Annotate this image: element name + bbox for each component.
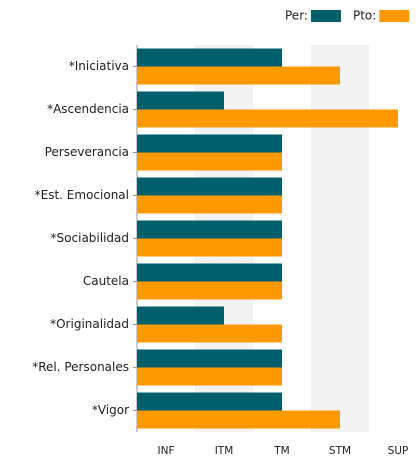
bar: [137, 263, 282, 282]
x-tick-label: ITM: [215, 445, 234, 457]
bar: [137, 48, 282, 67]
legend-label: Per:: [285, 9, 308, 23]
bar: [137, 220, 282, 239]
bar: [137, 410, 340, 429]
bar: [137, 324, 282, 343]
bar: [137, 195, 282, 214]
y-tick-label: *Vigor: [92, 403, 129, 417]
y-tick-label: *Rel. Personales: [32, 360, 129, 374]
y-tick-label: *Originalidad: [50, 317, 129, 331]
band: [311, 45, 369, 432]
y-tick-label: *Iniciativa: [69, 59, 129, 73]
legend-label: Pto:: [353, 9, 376, 23]
bar: [137, 152, 282, 171]
legend-swatch: [379, 10, 410, 22]
y-tick-label: *Est. Emocional: [35, 188, 129, 202]
y-tick-label: *Ascendencia: [47, 102, 129, 116]
y-tick-label: Perseverancia: [45, 145, 129, 159]
bar: [137, 349, 282, 368]
bar: [137, 66, 340, 85]
bar: [137, 238, 282, 257]
bar: [137, 91, 224, 110]
y-tick-label: *Sociabilidad: [51, 231, 129, 245]
bar: [137, 392, 282, 411]
bar: [137, 281, 282, 300]
x-tick-label: SUP: [388, 445, 409, 457]
bar: [137, 134, 282, 153]
y-tick-label: Cautela: [83, 274, 129, 288]
x-tick-label: STM: [329, 445, 351, 457]
x-tick-label: TM: [273, 445, 289, 457]
bar: [137, 306, 224, 325]
bar: [137, 367, 282, 386]
bar: [137, 177, 282, 196]
bar: [137, 109, 398, 128]
x-tick-label: INF: [158, 445, 175, 457]
legend-swatch: [310, 10, 341, 22]
